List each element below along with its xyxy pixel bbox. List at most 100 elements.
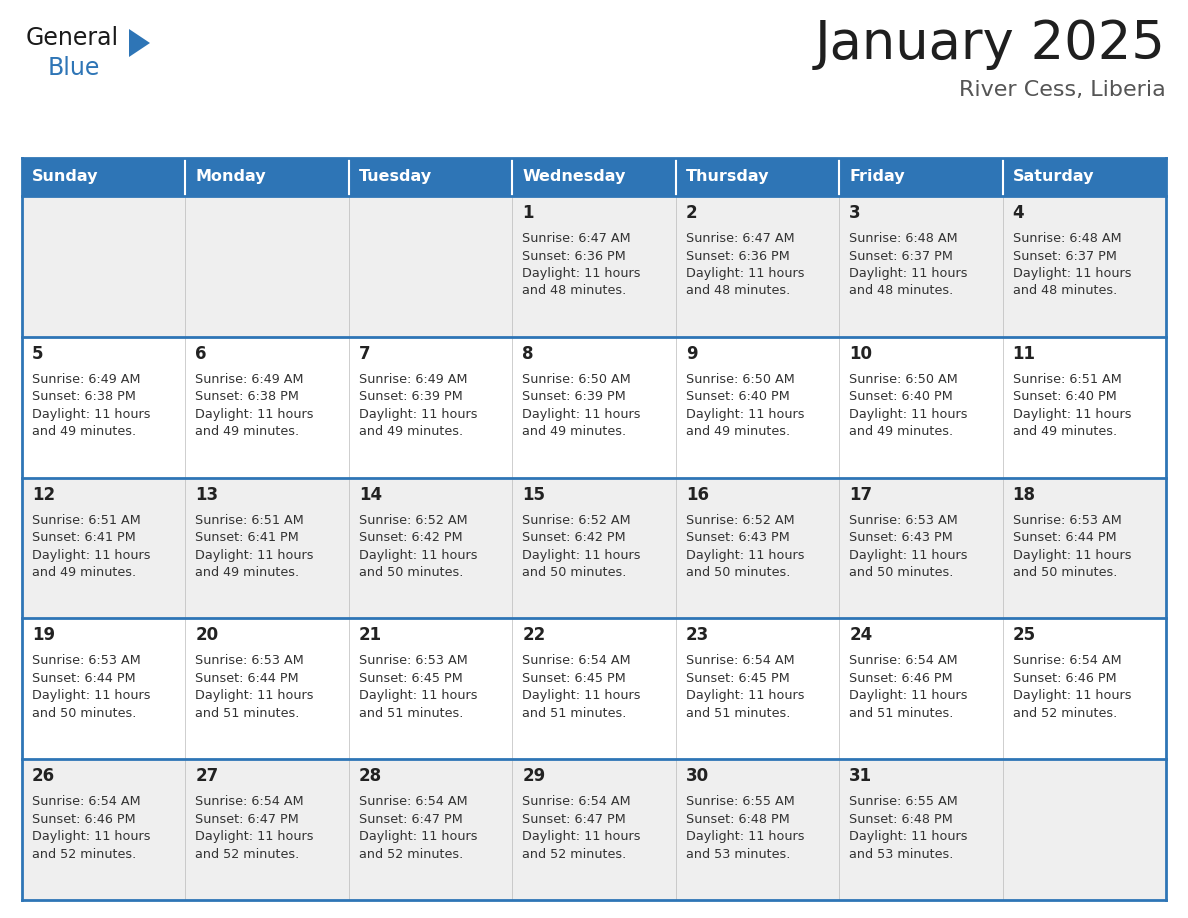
- Text: Daylight: 11 hours: Daylight: 11 hours: [685, 408, 804, 420]
- Text: Daylight: 11 hours: Daylight: 11 hours: [359, 689, 478, 702]
- Text: and 48 minutes.: and 48 minutes.: [685, 285, 790, 297]
- Text: Sunset: 6:46 PM: Sunset: 6:46 PM: [849, 672, 953, 685]
- Text: and 53 minutes.: and 53 minutes.: [685, 847, 790, 861]
- Text: Sunset: 6:42 PM: Sunset: 6:42 PM: [523, 532, 626, 544]
- Text: Sunset: 6:45 PM: Sunset: 6:45 PM: [523, 672, 626, 685]
- Text: Sunset: 6:39 PM: Sunset: 6:39 PM: [359, 390, 462, 403]
- Text: Sunday: Sunday: [32, 170, 99, 185]
- Text: Monday: Monday: [196, 170, 266, 185]
- Bar: [23, 337, 185, 477]
- Text: 16: 16: [685, 486, 709, 504]
- Bar: [676, 337, 839, 477]
- Text: and 52 minutes.: and 52 minutes.: [196, 847, 299, 861]
- Text: 13: 13: [196, 486, 219, 504]
- Text: and 49 minutes.: and 49 minutes.: [685, 425, 790, 438]
- Text: Daylight: 11 hours: Daylight: 11 hours: [685, 689, 804, 702]
- Bar: [1003, 196, 1165, 337]
- Text: Sunset: 6:41 PM: Sunset: 6:41 PM: [32, 532, 135, 544]
- Text: Sunrise: 6:53 AM: Sunrise: 6:53 AM: [849, 513, 958, 527]
- Text: and 50 minutes.: and 50 minutes.: [685, 566, 790, 579]
- Text: 4: 4: [1012, 204, 1024, 222]
- Bar: [512, 196, 676, 337]
- Text: and 48 minutes.: and 48 minutes.: [1012, 285, 1117, 297]
- Text: Sunrise: 6:51 AM: Sunrise: 6:51 AM: [32, 513, 140, 527]
- Text: Sunset: 6:44 PM: Sunset: 6:44 PM: [196, 672, 299, 685]
- Text: Daylight: 11 hours: Daylight: 11 hours: [849, 830, 968, 844]
- Bar: [1003, 477, 1165, 619]
- Text: 11: 11: [1012, 345, 1036, 363]
- Text: and 49 minutes.: and 49 minutes.: [849, 425, 953, 438]
- Text: Sunrise: 6:55 AM: Sunrise: 6:55 AM: [849, 795, 958, 808]
- Text: 12: 12: [32, 486, 55, 504]
- Text: Sunrise: 6:52 AM: Sunrise: 6:52 AM: [685, 513, 795, 527]
- Text: General: General: [26, 26, 119, 50]
- Bar: [23, 477, 185, 619]
- Text: Sunset: 6:43 PM: Sunset: 6:43 PM: [685, 532, 790, 544]
- Bar: [349, 337, 512, 477]
- Text: Daylight: 11 hours: Daylight: 11 hours: [196, 689, 314, 702]
- Text: Daylight: 11 hours: Daylight: 11 hours: [359, 549, 478, 562]
- Text: Daylight: 11 hours: Daylight: 11 hours: [1012, 408, 1131, 420]
- Text: Sunrise: 6:48 AM: Sunrise: 6:48 AM: [1012, 232, 1121, 245]
- Text: Sunrise: 6:49 AM: Sunrise: 6:49 AM: [196, 373, 304, 386]
- Text: Daylight: 11 hours: Daylight: 11 hours: [523, 549, 640, 562]
- Text: Sunset: 6:44 PM: Sunset: 6:44 PM: [32, 672, 135, 685]
- Text: Sunrise: 6:54 AM: Sunrise: 6:54 AM: [523, 795, 631, 808]
- Text: 7: 7: [359, 345, 371, 363]
- Text: and 52 minutes.: and 52 minutes.: [32, 847, 137, 861]
- Text: and 50 minutes.: and 50 minutes.: [523, 566, 626, 579]
- Text: Daylight: 11 hours: Daylight: 11 hours: [32, 549, 151, 562]
- Text: Sunset: 6:41 PM: Sunset: 6:41 PM: [196, 532, 299, 544]
- Text: Sunset: 6:46 PM: Sunset: 6:46 PM: [1012, 672, 1117, 685]
- Text: Sunset: 6:45 PM: Sunset: 6:45 PM: [359, 672, 462, 685]
- Bar: [676, 619, 839, 759]
- Text: Sunrise: 6:53 AM: Sunrise: 6:53 AM: [196, 655, 304, 667]
- Bar: [185, 477, 349, 619]
- Text: Sunset: 6:39 PM: Sunset: 6:39 PM: [523, 390, 626, 403]
- Bar: [512, 619, 676, 759]
- Text: Sunrise: 6:54 AM: Sunrise: 6:54 AM: [685, 655, 795, 667]
- Text: and 50 minutes.: and 50 minutes.: [32, 707, 137, 720]
- Text: Daylight: 11 hours: Daylight: 11 hours: [685, 830, 804, 844]
- Text: Sunrise: 6:53 AM: Sunrise: 6:53 AM: [1012, 513, 1121, 527]
- Text: Sunset: 6:45 PM: Sunset: 6:45 PM: [685, 672, 790, 685]
- Bar: [185, 196, 349, 337]
- Text: Sunrise: 6:49 AM: Sunrise: 6:49 AM: [32, 373, 140, 386]
- Text: Daylight: 11 hours: Daylight: 11 hours: [32, 689, 151, 702]
- Text: Sunrise: 6:47 AM: Sunrise: 6:47 AM: [523, 232, 631, 245]
- Bar: [512, 477, 676, 619]
- Text: 23: 23: [685, 626, 709, 644]
- Text: Sunrise: 6:50 AM: Sunrise: 6:50 AM: [685, 373, 795, 386]
- Text: Sunset: 6:43 PM: Sunset: 6:43 PM: [849, 532, 953, 544]
- Bar: [185, 619, 349, 759]
- Text: Thursday: Thursday: [685, 170, 769, 185]
- Text: Daylight: 11 hours: Daylight: 11 hours: [523, 408, 640, 420]
- Text: and 49 minutes.: and 49 minutes.: [32, 566, 137, 579]
- Text: Sunset: 6:40 PM: Sunset: 6:40 PM: [1012, 390, 1117, 403]
- Bar: [1003, 337, 1165, 477]
- Text: Sunset: 6:36 PM: Sunset: 6:36 PM: [685, 250, 790, 263]
- Text: Sunset: 6:47 PM: Sunset: 6:47 PM: [196, 812, 299, 825]
- Text: River Cess, Liberia: River Cess, Liberia: [959, 80, 1165, 100]
- Text: and 51 minutes.: and 51 minutes.: [196, 707, 299, 720]
- Text: Sunrise: 6:47 AM: Sunrise: 6:47 AM: [685, 232, 795, 245]
- Text: and 49 minutes.: and 49 minutes.: [32, 425, 137, 438]
- Text: 15: 15: [523, 486, 545, 504]
- Text: Daylight: 11 hours: Daylight: 11 hours: [1012, 549, 1131, 562]
- Text: Sunrise: 6:48 AM: Sunrise: 6:48 AM: [849, 232, 958, 245]
- Text: Sunrise: 6:54 AM: Sunrise: 6:54 AM: [359, 795, 468, 808]
- Text: Daylight: 11 hours: Daylight: 11 hours: [196, 549, 314, 562]
- Bar: [23, 759, 185, 900]
- Text: Daylight: 11 hours: Daylight: 11 hours: [523, 689, 640, 702]
- Text: Sunset: 6:48 PM: Sunset: 6:48 PM: [685, 812, 790, 825]
- Text: Sunrise: 6:54 AM: Sunrise: 6:54 AM: [849, 655, 958, 667]
- Text: Blue: Blue: [48, 56, 100, 80]
- Text: and 49 minutes.: and 49 minutes.: [1012, 425, 1117, 438]
- Text: Daylight: 11 hours: Daylight: 11 hours: [849, 549, 968, 562]
- Text: 9: 9: [685, 345, 697, 363]
- Text: and 51 minutes.: and 51 minutes.: [849, 707, 954, 720]
- Bar: [676, 477, 839, 619]
- Text: Sunrise: 6:53 AM: Sunrise: 6:53 AM: [32, 655, 140, 667]
- Text: 17: 17: [849, 486, 872, 504]
- Text: Sunset: 6:38 PM: Sunset: 6:38 PM: [32, 390, 135, 403]
